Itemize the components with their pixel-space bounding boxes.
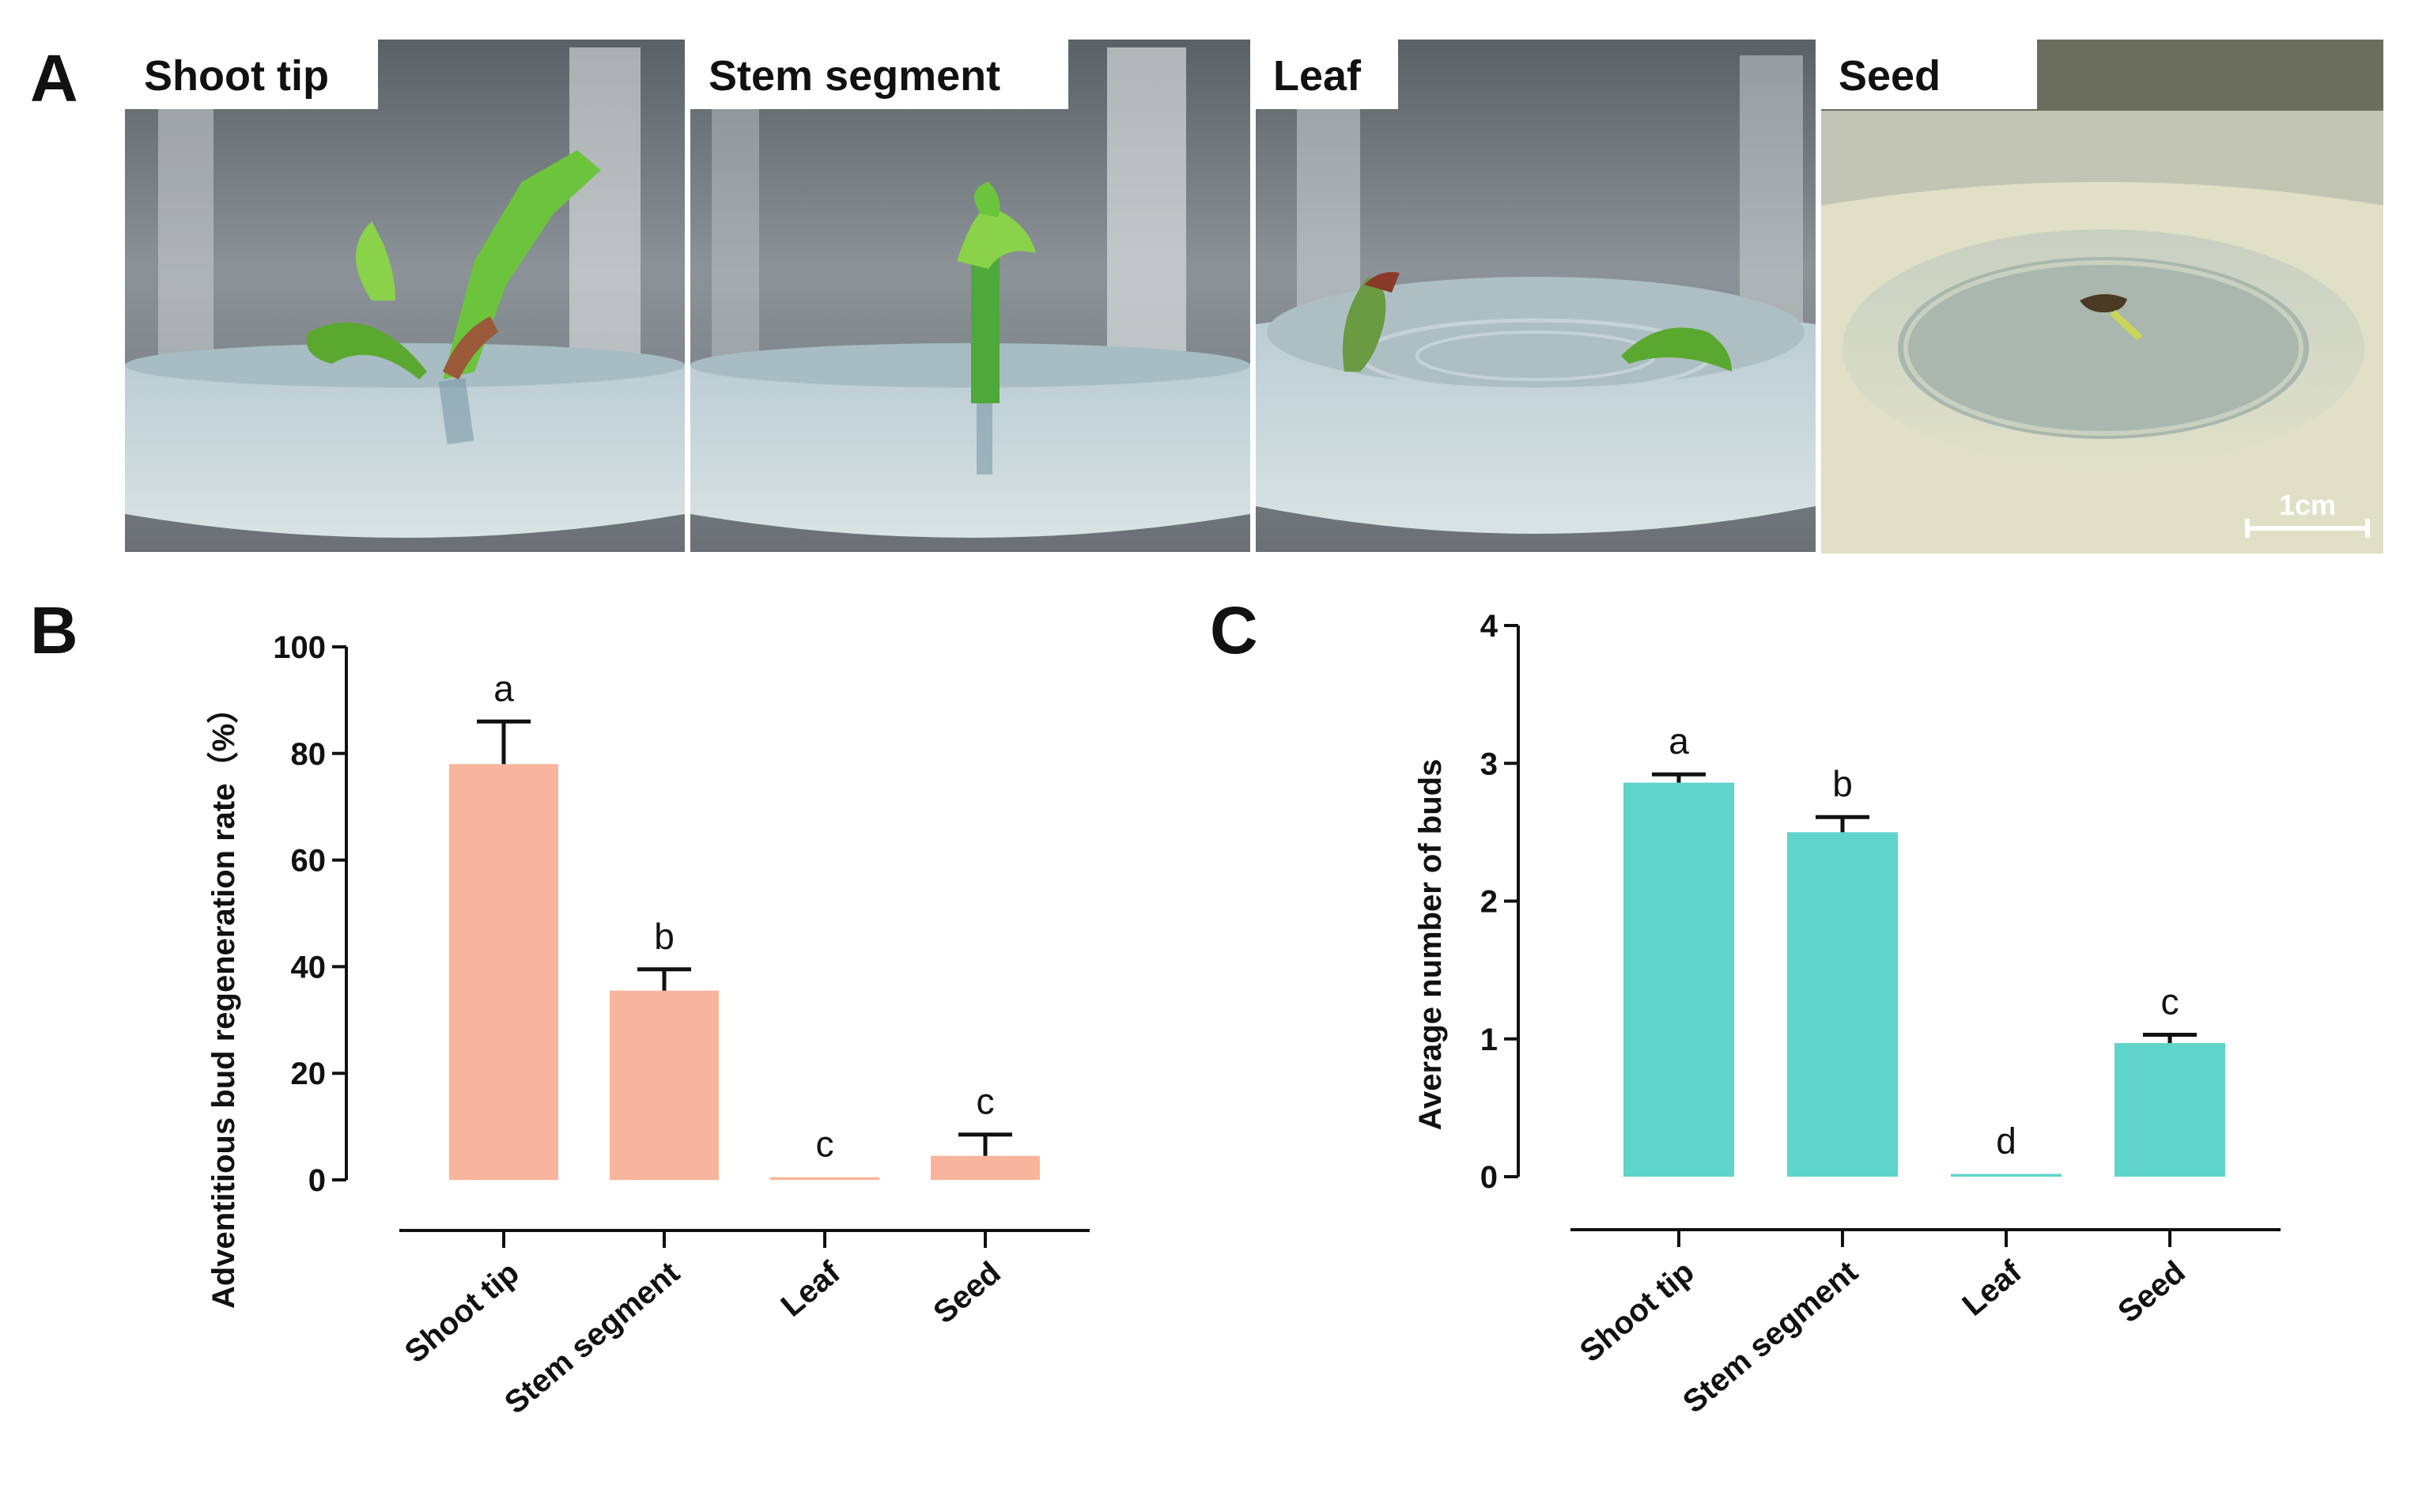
chart-c-xtick-label: Leaf bbox=[1956, 1254, 2028, 1323]
chart-c-xtick-label: Seed bbox=[2111, 1254, 2192, 1329]
chart-c-bar-stem-segment bbox=[1787, 832, 1898, 1177]
chart-c-sig-letter: a bbox=[1669, 720, 1689, 762]
chart-c-xtick-label: Stem segment bbox=[1676, 1254, 1865, 1419]
chart-b-bar-leaf bbox=[770, 1177, 879, 1180]
scale-bar-label: 1cm bbox=[2279, 489, 2336, 521]
chart-c-ytick-label: 0 bbox=[1480, 1160, 1498, 1195]
chart-b-ytick-label: 100 bbox=[273, 630, 326, 665]
photo-stem-segment: Stem segment bbox=[690, 40, 1250, 552]
photo-seed: 1cm Seed bbox=[1821, 40, 2383, 554]
chart-c-ytick-label: 3 bbox=[1480, 747, 1498, 781]
chart-b-y-axis-title: Adventitious bud regeneration rate（%） bbox=[206, 692, 241, 1309]
chart-b-bar-stem-segment bbox=[610, 990, 719, 1180]
chart-c-ytick-label: 1 bbox=[1480, 1022, 1498, 1057]
chart-b-sig-letter: c bbox=[977, 1081, 995, 1122]
chart-b: 0 20 40 60 80 100 Adventitious bud regeneratio… bbox=[206, 630, 1090, 1421]
chart-b-xtick-label: Stem segment bbox=[498, 1255, 686, 1420]
photo-leaf: Leaf bbox=[1256, 40, 1816, 552]
chart-c-bar-leaf bbox=[1951, 1174, 2062, 1177]
photo-label-leaf: Leaf bbox=[1273, 52, 1362, 100]
chart-b-xtick-label: Seed bbox=[927, 1255, 1007, 1330]
panel-c-letter: C bbox=[1210, 593, 1258, 667]
chart-b-ytick-label: 0 bbox=[308, 1163, 326, 1198]
chart-c-sig-letter: c bbox=[2161, 981, 2179, 1022]
chart-c-bar-seed bbox=[2115, 1042, 2225, 1177]
chart-b-ytick-label: 20 bbox=[291, 1057, 327, 1091]
photo-label-shoot-tip: Shoot tip bbox=[144, 52, 329, 100]
chart-b-sig-letter: c bbox=[816, 1124, 834, 1165]
chart-c-sig-letter: d bbox=[1996, 1121, 2016, 1162]
photo-label-seed: Seed bbox=[1839, 52, 1941, 100]
chart-b-ytick-label: 40 bbox=[291, 950, 327, 985]
chart-b-bar-seed bbox=[931, 1155, 1040, 1180]
photo-shoot-tip: Shoot tip bbox=[125, 40, 685, 552]
chart-c: 0 1 2 3 4 Average number of buds a Shoot tip b St… bbox=[1413, 609, 2281, 1420]
chart-c-bar-shoot-tip bbox=[1623, 782, 1734, 1177]
chart-b-ytick-label: 60 bbox=[291, 844, 327, 879]
chart-c-ytick-label: 4 bbox=[1480, 609, 1499, 644]
panel-b-letter: B bbox=[30, 593, 78, 667]
chart-c-sig-letter: b bbox=[1832, 763, 1853, 804]
chart-c-xtick-label: Shoot tip bbox=[1574, 1254, 1701, 1369]
photo-label-stem-segment: Stem segment bbox=[709, 52, 1000, 100]
chart-b-xtick-label: Shoot tip bbox=[399, 1255, 526, 1370]
chart-c-y-axis-title: Average number of buds bbox=[1413, 759, 1448, 1131]
panel-a-letter: A bbox=[30, 41, 78, 115]
chart-b-ytick-label: 80 bbox=[291, 737, 327, 772]
chart-b-xtick-label: Leaf bbox=[774, 1255, 847, 1324]
chart-b-sig-letter: b bbox=[654, 916, 675, 957]
chart-c-ytick-label: 2 bbox=[1480, 885, 1498, 920]
chart-b-bar-shoot-tip bbox=[449, 764, 558, 1180]
chart-b-sig-letter: a bbox=[493, 667, 514, 709]
